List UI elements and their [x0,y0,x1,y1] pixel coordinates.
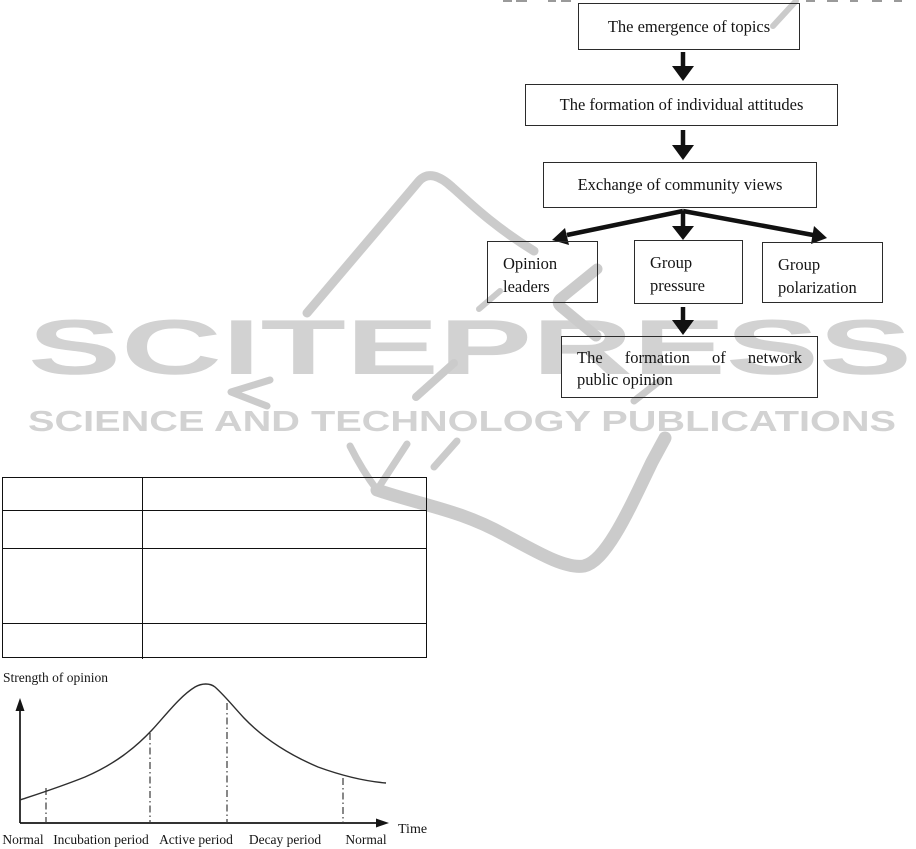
cropped-text-fragment [548,0,556,2]
flow-node-label-line1: Group [778,255,821,274]
flow-node-label: The emergence of topics [607,16,771,36]
table-cell [143,624,426,659]
flow-arrow-shaft [682,208,814,238]
cropped-text-fragment [827,0,838,2]
flow-node-the-formation-of-individual-attitudes: The formation of individual attitudes [525,84,838,126]
phase-label-incubation: Incubation period [53,832,149,847]
table-cell [3,549,143,624]
x-axis-arrowhead [376,818,389,828]
flow-node-exchange-of-community-views: Exchange of community views [543,162,817,208]
watermark-small-angle [227,376,274,410]
flow-arrowhead [672,66,694,81]
table-cell [3,511,143,549]
flow-arrow-shaft [566,208,684,238]
phase-label-active: Active period [159,832,233,847]
flow-node-label: Exchange of community views [577,175,783,194]
flow-node-label-line2: public opinion [577,369,673,389]
cropped-text-fragment [806,0,815,2]
phase-label-decay: Decay period [248,832,322,847]
y-axis-arrowhead [15,698,25,711]
cropped-text-fragment [503,0,512,2]
flow-node-the-emergence-of-topics: The emergence of topics [578,3,800,50]
opinion-strength-curve [19,683,387,801]
watermark-slash-5 [430,437,461,471]
watermark-slash-4 [412,359,458,401]
empty-table [2,477,427,659]
flow-arrowhead [672,145,694,160]
flow-node-label-line1: The formation of network [577,348,802,367]
phase-label-normal-start: Normal [2,832,44,847]
flow-node-opinion-leaders: Opinion leaders [487,241,598,303]
flow-node-group-pressure: Group pressure [634,240,743,304]
cropped-text-fragment [872,0,882,2]
watermark-subtitle-text: SCIENCE AND TECHNOLOGY PUBLICATIONS [28,406,896,438]
flow-node-label-line2: leaders [503,277,550,296]
chart-xlabel: Time [398,822,428,837]
cropped-text-fragment [850,0,858,2]
table-cell [143,511,426,549]
table-cell [143,549,426,624]
table-cell [3,478,143,511]
flow-node-label-line1: Group [650,253,693,272]
flow-node-label-line2: polarization [778,278,857,297]
table-cell [143,478,426,511]
flow-node-label: The formation of individual attitudes [559,95,804,114]
cropped-text-fragment [516,0,527,2]
flow-node-the-formation-of-network-public-opinion: The formation of network public opinion [561,336,818,398]
flow-node-label-line2: pressure [650,276,705,295]
flow-node-group-polarization: Group polarization [762,242,883,303]
table-cell [3,624,143,659]
flow-node-label-line1: Opinion [503,254,558,273]
chart-ylabel: Strength of opinion [3,670,108,685]
cropped-text-fragment [561,0,571,2]
cropped-text-fragment [894,0,902,2]
flow-arrowhead [672,320,694,335]
flow-arrowhead [672,226,694,240]
phase-label-normal-end: Normal [345,832,387,847]
